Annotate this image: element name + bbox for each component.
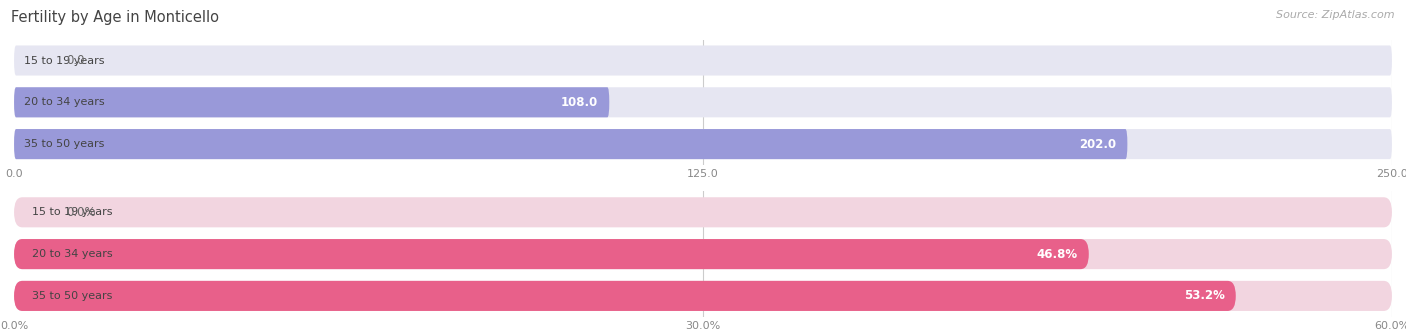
FancyBboxPatch shape (14, 46, 1392, 76)
FancyBboxPatch shape (14, 239, 1088, 269)
Text: 0.0%: 0.0% (66, 206, 96, 219)
Text: Fertility by Age in Monticello: Fertility by Age in Monticello (11, 10, 219, 25)
Text: 35 to 50 years: 35 to 50 years (32, 291, 112, 301)
Text: 20 to 34 years: 20 to 34 years (32, 249, 112, 259)
Text: 15 to 19 years: 15 to 19 years (32, 207, 112, 217)
Text: 15 to 19 years: 15 to 19 years (24, 55, 104, 65)
Text: 20 to 34 years: 20 to 34 years (24, 97, 104, 107)
Text: Source: ZipAtlas.com: Source: ZipAtlas.com (1277, 10, 1395, 20)
Text: 35 to 50 years: 35 to 50 years (24, 139, 104, 149)
FancyBboxPatch shape (14, 239, 1392, 269)
FancyBboxPatch shape (14, 281, 1392, 311)
Text: 46.8%: 46.8% (1036, 248, 1078, 261)
Text: 202.0: 202.0 (1080, 138, 1116, 150)
FancyBboxPatch shape (14, 129, 1392, 159)
FancyBboxPatch shape (14, 87, 609, 117)
FancyBboxPatch shape (14, 197, 1392, 227)
FancyBboxPatch shape (14, 281, 1236, 311)
Text: 108.0: 108.0 (561, 96, 599, 109)
Text: 53.2%: 53.2% (1184, 289, 1225, 302)
Text: 0.0: 0.0 (66, 54, 84, 67)
FancyBboxPatch shape (14, 129, 1128, 159)
FancyBboxPatch shape (14, 87, 1392, 117)
